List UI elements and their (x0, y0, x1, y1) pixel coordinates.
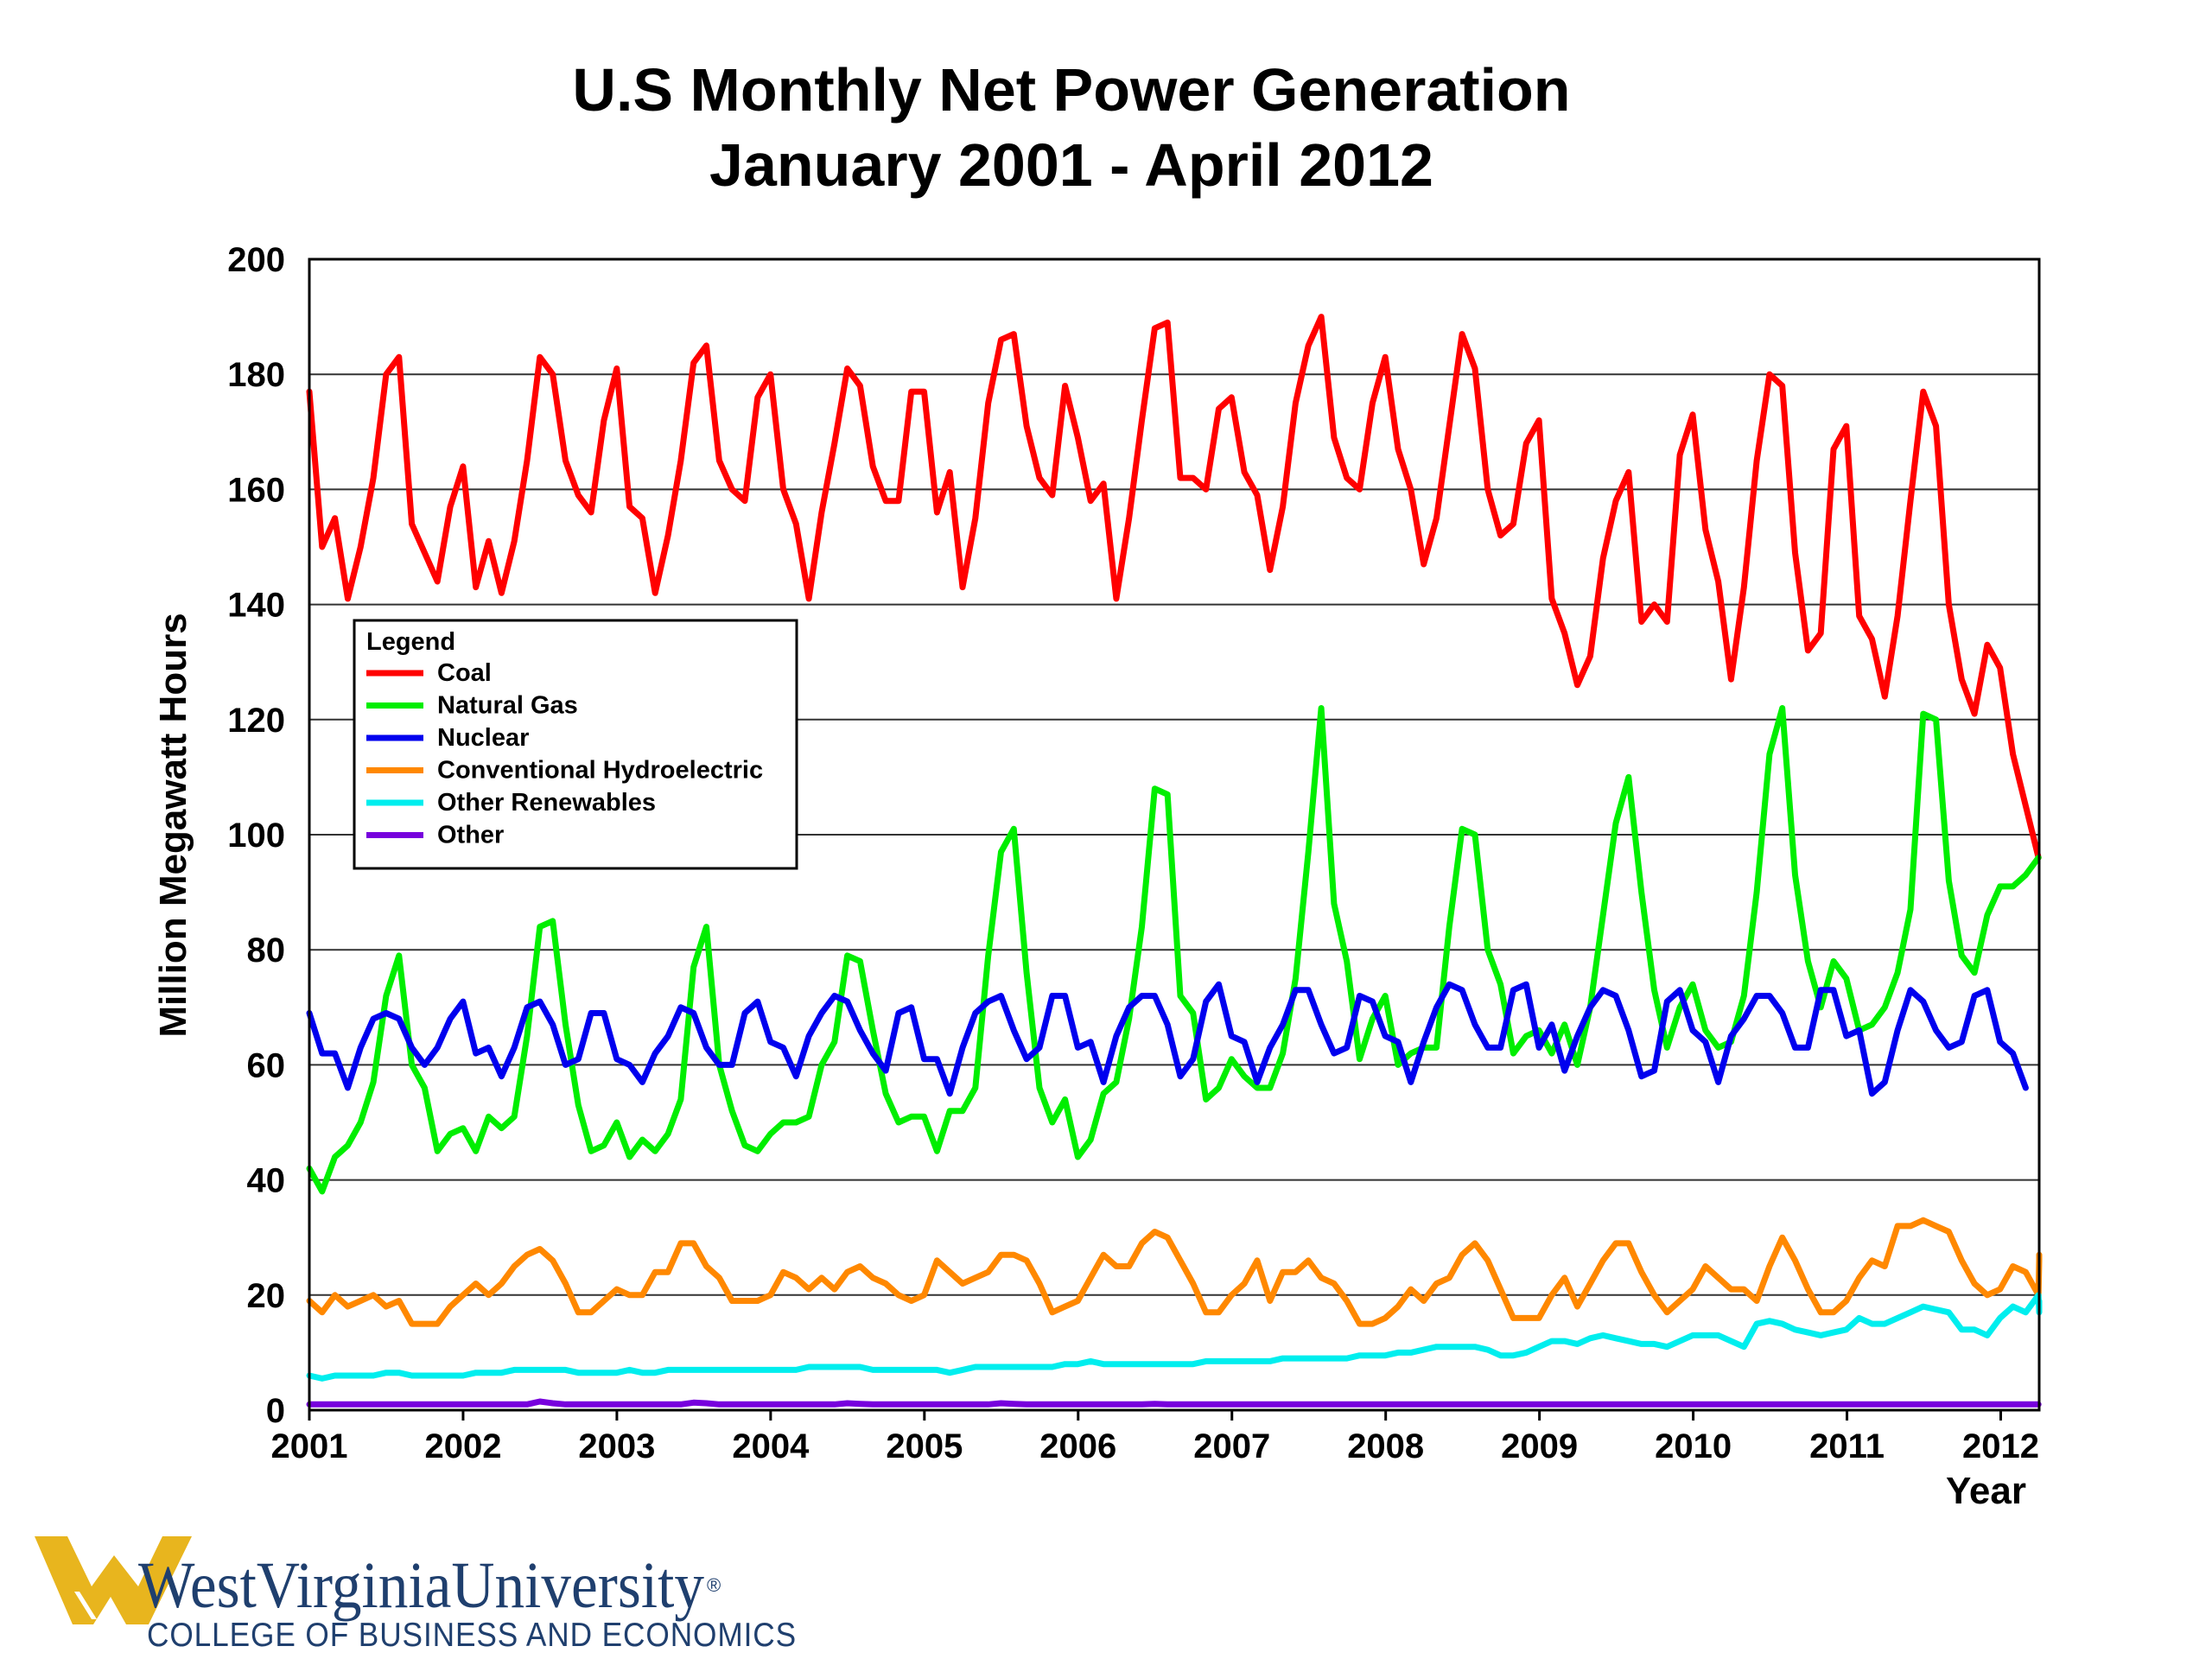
y-tick-label: 160 (227, 471, 285, 509)
x-tick-label: 2006 (1039, 1427, 1116, 1465)
x-tick-label: 2007 (1193, 1427, 1270, 1465)
y-tick-label: 60 (247, 1046, 286, 1084)
legend-label-natural-gas: Natural Gas (437, 692, 578, 720)
x-tick-label: 2008 (1347, 1427, 1424, 1465)
y-tick-label: 180 (227, 356, 285, 394)
series-line-nuclear (306, 981, 2029, 1097)
series-lines (306, 314, 2043, 1408)
y-tick-label: 80 (247, 931, 286, 969)
wvu-college-name: COLLEGE OF BUSINESS AND ECONOMICS (147, 1617, 797, 1654)
x-tick-label: 2009 (1501, 1427, 1578, 1465)
legend-label-nuclear: Nuclear (437, 724, 529, 752)
plot-frame (308, 257, 2041, 1412)
legend-label-other: Other (437, 822, 504, 849)
wvu-logo: WestVirginiaUniversity ® COLLEGE OF BUSI… (35, 1536, 797, 1654)
legend-label-other-renewables: Other Renewables (437, 789, 656, 817)
x-axis-label: Year (1946, 1470, 2026, 1512)
x-tick-label: 2002 (424, 1427, 501, 1465)
x-tick-label: 2003 (578, 1427, 655, 1465)
y-tick-label: 120 (227, 702, 285, 740)
x-tick-label: 2001 (271, 1427, 348, 1465)
wvu-flying-wv-mark-tail (74, 1592, 97, 1619)
x-tick-label: 2010 (1655, 1427, 1732, 1465)
y-axis-ticks: 0 20 40 60 80 100 120 140 160 180 200 (227, 241, 285, 1430)
series-line-other-renewables (306, 1292, 2043, 1382)
x-tick-label: 2005 (886, 1427, 963, 1465)
legend-label-conventional-hydroelectric: Conventional Hydroelectric (437, 757, 763, 785)
x-tick-label: 2011 (1809, 1427, 1885, 1465)
series-line-coal (306, 314, 2042, 861)
y-tick-label: 40 (247, 1162, 286, 1200)
y-tick-label: 20 (247, 1277, 286, 1315)
chart-subtitle: January 2001 - April 2012 (709, 131, 1433, 199)
y-tick-label: 100 (227, 817, 285, 855)
x-axis-ticks: 2001 2002 2003 2004 2005 2006 2007 2008 2009 2010… (271, 1410, 2039, 1465)
legend-box (353, 619, 798, 870)
legend-items: Coal Natural Gas Nuclear Conventional Hydro… (366, 659, 763, 849)
legend: Legend Coal Natural Gas Nuclear Conventiona… (353, 619, 798, 870)
y-tick-label: 140 (227, 587, 285, 625)
y-tick-label: 0 (266, 1392, 285, 1430)
series-line-other (306, 1398, 2042, 1408)
chart-title: U.S Monthly Net Power Generation (572, 56, 1570, 124)
legend-label-coal: Coal (437, 659, 492, 687)
y-tick-label: 200 (227, 241, 285, 279)
x-tick-label: 2004 (732, 1427, 810, 1465)
series-line-conventional-hydroelectric (306, 1217, 2043, 1327)
wvu-flying-wv-mark (35, 1536, 192, 1624)
wvu-registered-mark: ® (707, 1574, 721, 1596)
wvu-wordmark: WestVirginiaUniversity (138, 1549, 704, 1622)
y-axis-label: Million Megawatt Hours (152, 613, 194, 1037)
legend-title: Legend (366, 628, 455, 656)
x-tick-label: 2012 (1962, 1427, 2039, 1465)
series-line-natural-gas (306, 705, 2042, 1195)
